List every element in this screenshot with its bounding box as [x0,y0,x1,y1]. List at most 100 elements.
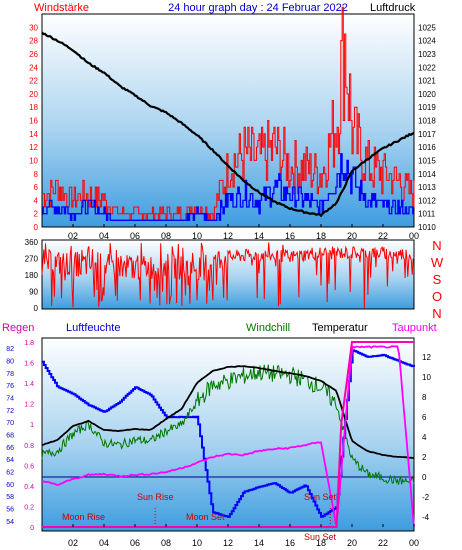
pressure-axis-tick-label: 1015 [418,156,436,165]
temp-axis-tick-label: 12 [422,353,431,362]
dewpoint-line [41,345,415,527]
wind-axis-tick-label: 30 [29,23,38,32]
wind-axis-tick-label: 12 [29,143,38,152]
wind-axis-tick-label: 28 [29,37,38,46]
compass-o: O [432,289,442,304]
climate-x-tick-label: 12 [223,538,233,548]
windchill-line [41,364,415,485]
humidity-axis-tick-label: 68 [6,433,14,440]
pressure-axis-tick-label: 1010 [418,223,436,232]
humidity-label: Luftfeuchte [66,322,120,334]
pressure-axis-tick-label: 1013 [418,183,436,192]
pressure-axis-tick-label: 1021 [418,77,436,86]
direction-axis-tick-label: 270 [25,255,39,264]
climate-x-tick-label: 06 [130,538,140,548]
humidity-axis-tick-label: 60 [6,482,14,489]
wind-direction-line [41,242,415,309]
rain-axis-tick-label: 1.8 [24,340,34,347]
wind-axis-tick-label: 8 [34,170,39,179]
wind-axis-tick-label: 14 [29,130,38,139]
wind-strength-label: Windstärke [34,2,89,14]
pressure-axis-tick-label: 1017 [418,130,436,139]
rain-label: Regen [2,322,34,334]
rain-axis-tick-label: 0 [30,525,34,532]
pressure-axis-tick-label: 1011 [418,210,436,219]
climate-x-tick-label: 22 [378,538,388,548]
climate-x-tick-label: 16 [285,538,295,548]
wind-axis-tick-label: 20 [29,90,38,99]
temp-axis-tick-label: 2 [422,453,427,462]
wind-axis-tick-label: 16 [29,117,38,126]
windchill-label: Windchill [246,322,290,334]
wind-strength-line [42,6,415,221]
humidity-axis-tick-label: 64 [6,457,14,464]
moon-rise-label: Moon Rise [62,512,105,522]
climate-x-tick-label: 00 [409,538,419,548]
sun-set-label-lower: Sun Set [304,532,337,542]
climate-x-tick-label: 04 [99,538,109,548]
compass-n-bottom: N [432,306,441,321]
wind-x-tick-label: 14 [254,231,264,241]
dewpoint-label: Taupunkt [392,322,437,334]
wind-x-tick-label: 06 [130,231,140,241]
humidity-axis-tick-label: 62 [6,470,14,477]
rain-axis-tick-label: 0.2 [24,504,34,511]
temp-axis-tick-label: 6 [422,413,427,422]
direction-axis-tick-label: 0 [34,304,39,313]
humidity-axis-tick-label: 82 [6,346,14,353]
pressure-axis-tick-label: 1019 [418,103,436,112]
sun-set-label-upper: Sun Set [304,492,337,502]
wind-x-tick-label: 08 [161,231,171,241]
temp-axis-tick-label: 0 [422,473,427,482]
chart-title: 24 hour graph day : 24 Februar 2022 [168,2,348,14]
humidity-axis-tick-label: 54 [6,519,14,526]
temp-axis-tick-label: -4 [422,513,430,522]
temp-axis-tick-label: 8 [422,393,427,402]
sun-rise-label: Sun Rise [137,492,174,502]
rain-axis-tick-label: 0.6 [24,463,34,470]
wind-x-tick-label: 00 [409,231,419,241]
humidity-axis-tick-label: 66 [6,445,14,452]
rain-axis-tick-label: 0.4 [24,484,34,491]
humidity-axis-tick-label: 56 [6,507,14,514]
wind-axis-tick-label: 0 [34,223,39,232]
humidity-axis-tick-label: 72 [6,408,14,415]
wind-axis-tick-label: 18 [29,103,38,112]
wind-x-tick-label: 12 [223,231,233,241]
direction-axis-tick-label: 180 [25,271,39,280]
wind-x-tick-label: 22 [378,231,388,241]
wind-axis-tick-label: 2 [34,210,39,219]
temp-axis-tick-label: 4 [422,433,427,442]
temperature-label: Temperatur [312,322,368,334]
humidity-axis-tick-label: 80 [6,359,14,366]
humidity-axis-tick-label: 78 [6,371,14,378]
pressure-axis-tick-label: 1020 [418,90,436,99]
wind-axis-tick-label: 4 [34,196,39,205]
pressure-axis-tick-label: 1018 [418,117,436,126]
direction-axis-tick-label: 90 [29,288,38,297]
climate-x-tick-label: 20 [347,538,357,548]
pressure-line [41,31,415,218]
wind-x-tick-label: 16 [285,231,295,241]
pressure-label: Luftdruck [370,2,416,14]
wind-gust-line [42,153,414,221]
compass-labels: N W S O N [431,238,444,321]
climate-plot-area [41,337,415,532]
wind-x-tick-label: 02 [68,231,78,241]
wind-axis-tick-label: 24 [29,63,38,72]
wind-x-tick-label: 20 [347,231,357,241]
climate-x-tick-label: 14 [254,538,264,548]
astro-annotations: Moon Rise Sun Rise Moon Set Sun Set Sun … [62,492,337,542]
temperature-line [41,365,415,459]
pressure-axis-tick-label: 1025 [418,23,436,32]
climate-x-tick-label: 02 [68,538,78,548]
climate-x-tick-label: 18 [316,538,326,548]
wind-x-tick-label: 18 [316,231,326,241]
temp-axis-tick-label: -2 [422,493,430,502]
rain-axis-tick-label: 0.8 [24,443,34,450]
wind-axis-tick-label: 26 [29,50,38,59]
humidity-axis-tick-label: 74 [6,396,14,403]
pressure-axis-tick-label: 1024 [418,37,436,46]
rain-axis-tick-label: 1.4 [24,381,34,388]
